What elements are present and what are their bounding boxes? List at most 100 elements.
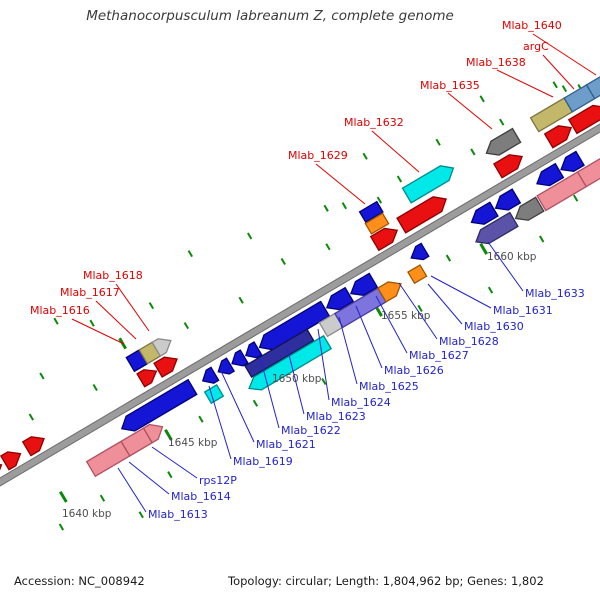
genome-axis-line [0, 71, 600, 507]
scale-label: 1655 kbp [381, 310, 431, 322]
gene-label-Mlab_1618[interactable]: Mlab_1618 [83, 269, 143, 282]
gene-unlabeled-pink-2[interactable] [576, 145, 600, 188]
gene-label-Mlab_1629[interactable]: Mlab_1629 [288, 149, 348, 162]
gene-label-Mlab_1619[interactable]: Mlab_1619 [233, 455, 293, 468]
status-accession: Accession: NC_008942 [14, 574, 145, 588]
gene-unlabeled-red-7[interactable] [396, 192, 450, 234]
gene-Mlab_1629-seg-orange[interactable] [364, 212, 390, 235]
gene-unlabeled-blue-5[interactable] [492, 188, 522, 215]
gene-label-Mlab_1640[interactable]: Mlab_1640 [502, 19, 562, 32]
leader-line-rps12P [151, 446, 198, 479]
leader-line-Mlab_1629 [315, 163, 366, 205]
frame-tick-mark [252, 399, 259, 407]
gene-unlabeled-blue-6[interactable] [533, 162, 565, 191]
leader-line-Mlab_1628 [398, 282, 438, 340]
leader-line-Mlab_1617 [95, 300, 137, 340]
frame-tick-mark [376, 196, 383, 204]
gene-unlabeled-red-6[interactable] [369, 223, 402, 252]
gene-label-Mlab_1625[interactable]: Mlab_1625 [359, 380, 419, 393]
frame-tick-mark [280, 257, 286, 266]
leader-line-Mlab_1640 [532, 33, 597, 76]
gene-label-Mlab_1616[interactable]: Mlab_1616 [30, 304, 90, 317]
gene-Mlab_1613[interactable] [85, 440, 131, 478]
gene-Mlab_1633[interactable] [472, 211, 519, 249]
gene-Mlab_1629-seg-blue[interactable] [358, 200, 384, 224]
gene-Mlab_1630-glyph[interactable] [407, 264, 428, 285]
gene-unlabeled-red-8[interactable] [492, 150, 526, 179]
scale-label: 1650 kbp [272, 373, 322, 385]
gene-unlabeled-red-5[interactable] [153, 352, 181, 378]
frame-tick-mark [89, 319, 95, 327]
gene-Mlab_1622-glyph-c[interactable] [242, 341, 263, 362]
gene-label-Mlab_1631[interactable]: Mlab_1631 [493, 304, 553, 317]
gene-unlabeled-blue-3[interactable] [347, 272, 379, 300]
leader-line-Mlab_1635 [447, 92, 493, 130]
frame-tick-mark [167, 471, 173, 479]
leader-line-Mlab_1630 [427, 283, 463, 325]
gene-label-Mlab_1630[interactable]: Mlab_1630 [464, 320, 524, 333]
gene-Mlab_1624-glyph[interactable] [245, 334, 333, 395]
frame-tick-mark [39, 372, 45, 380]
gene-unlabeled-blue-1[interactable] [117, 378, 198, 436]
frame-tick-mark [435, 138, 441, 146]
frame-tick-mark [183, 322, 190, 330]
gene-label-Mlab_1614[interactable]: Mlab_1614 [171, 490, 231, 503]
gene-label-Mlab_1624[interactable]: Mlab_1624 [331, 396, 391, 409]
gene-Mlab_1618[interactable] [151, 334, 175, 357]
gene-label-argC[interactable]: argC [523, 40, 549, 53]
leader-line-Mlab_1623 [286, 346, 305, 415]
gene-unlabeled-red-10[interactable] [567, 100, 600, 135]
gene-Mlab_1621-glyph[interactable] [199, 366, 220, 387]
gene-unlabeled-red-3[interactable] [21, 432, 48, 457]
leader-line-Mlab_1621 [220, 370, 255, 443]
frame-tick-mark [552, 81, 558, 89]
gene-label-Mlab_1633[interactable]: Mlab_1633 [525, 287, 585, 300]
gene-label-Mlab_1613[interactable]: Mlab_1613 [148, 508, 208, 521]
frame-tick-mark [470, 148, 476, 156]
gene-label-Mlab_1628[interactable]: Mlab_1628 [439, 335, 499, 348]
frame-tick-mark [28, 413, 34, 421]
gene-Mlab_1622-glyph-b[interactable] [228, 349, 249, 370]
gene-Mlab_1619-glyph[interactable] [203, 384, 225, 405]
frame-tick-mark [396, 175, 403, 183]
gene-label-rps12P[interactable]: rps12P [199, 474, 237, 487]
gene-unlabeled-red-4[interactable] [136, 365, 160, 388]
gene-Mlab_1635[interactable] [482, 127, 522, 161]
gene-label-Mlab_1635[interactable]: Mlab_1635 [420, 79, 480, 92]
gene-Mlab_1640[interactable] [585, 66, 600, 100]
gene-label-Mlab_1626[interactable]: Mlab_1626 [384, 364, 444, 377]
gene-label-Mlab_1632[interactable]: Mlab_1632 [344, 116, 404, 129]
gene-label-Mlab_1617[interactable]: Mlab_1617 [60, 286, 120, 299]
frame-tick-mark [539, 235, 545, 243]
scale-label: 1660 kbp [487, 251, 537, 263]
leader-line-Mlab_1613 [117, 467, 147, 513]
gene-Mlab_1631-glyph[interactable] [407, 242, 430, 264]
gene-rps12P[interactable] [142, 419, 167, 444]
frame-tick-mark [325, 243, 331, 251]
scale-tick-mark [164, 428, 173, 441]
gene-label-Mlab_1621[interactable]: Mlab_1621 [256, 438, 316, 451]
gene-unlabeled-blue-7[interactable] [557, 150, 585, 176]
frame-tick-mark [187, 250, 193, 258]
gene-unlabeled-blue-4[interactable] [467, 201, 499, 229]
gene-label-Mlab_1623[interactable]: Mlab_1623 [306, 410, 366, 423]
gene-label-Mlab_1622[interactable]: Mlab_1622 [281, 424, 341, 437]
frame-tick-mark [561, 85, 568, 93]
frame-tick-mark [58, 523, 65, 531]
leader-line-Mlab_1619 [208, 385, 232, 460]
gene-Mlab_1622-glyph-a[interactable] [214, 357, 236, 378]
gene-unlabeled-red-9[interactable] [543, 121, 576, 149]
gene-label-Mlab_1638[interactable]: Mlab_1638 [466, 56, 526, 69]
frame-tick-mark [321, 377, 327, 386]
gene-Mlab_1623-glyph[interactable] [255, 300, 331, 354]
gene-label-Mlab_1627[interactable]: Mlab_1627 [409, 349, 469, 362]
frame-tick-mark [148, 302, 155, 310]
gene-unlabeled-blue-2[interactable] [323, 286, 355, 315]
gene-unlabeled-red-2[interactable] [0, 447, 25, 471]
leader-line-Mlab_1614 [128, 461, 170, 495]
gene-Mlab_1628-glyph[interactable] [376, 277, 405, 303]
gene-Mlab_1632[interactable] [401, 161, 458, 204]
gene-unlabeled-gray-1[interactable] [512, 196, 545, 225]
